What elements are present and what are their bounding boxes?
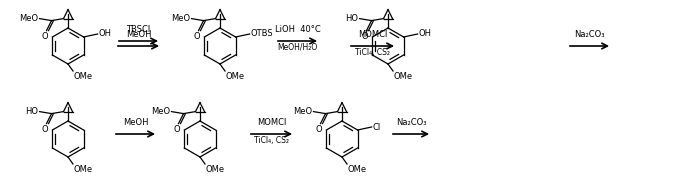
Text: O: O [193,32,200,41]
Text: LiOH  40°C: LiOH 40°C [274,25,320,34]
Text: MeOH: MeOH [126,30,151,39]
Text: O: O [173,125,180,134]
Text: OH: OH [98,29,112,38]
Text: MeO: MeO [151,107,170,116]
Text: TiCl₄, CS₂: TiCl₄, CS₂ [355,48,390,57]
Text: OMe: OMe [74,165,93,174]
Text: HO: HO [346,14,359,23]
Text: OTBS: OTBS [251,29,273,38]
Text: OMe: OMe [226,72,245,81]
Text: MOMCl: MOMCl [257,118,286,127]
Text: O: O [315,125,322,134]
Text: OH: OH [419,29,431,38]
Text: O: O [41,125,47,134]
Text: OMe: OMe [206,165,225,174]
Text: HO: HO [26,107,38,116]
Text: O: O [361,32,368,41]
Text: Na₂CO₃: Na₂CO₃ [574,30,604,39]
Text: MeOH/H₂O: MeOH/H₂O [277,43,318,52]
Text: Cl: Cl [373,122,381,132]
Text: TBSCl: TBSCl [126,25,151,34]
Text: O: O [41,32,47,41]
Text: OMe: OMe [74,72,93,81]
Text: MeO: MeO [172,14,191,23]
Text: OMe: OMe [348,165,367,174]
Text: MeO: MeO [20,14,38,23]
Text: MeOH: MeOH [123,118,148,127]
Text: Na₂CO₃: Na₂CO₃ [396,118,426,127]
Text: OMe: OMe [394,72,413,81]
Text: MeO: MeO [293,107,313,116]
Text: TiCl₄, CS₂: TiCl₄, CS₂ [254,136,289,145]
Text: MOMCl: MOMCl [358,30,387,39]
